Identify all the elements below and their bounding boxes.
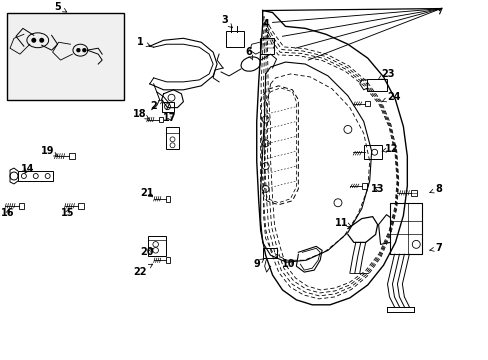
Bar [69,153,75,159]
Bar [361,183,366,189]
Text: 2: 2 [150,100,163,111]
Text: 24: 24 [382,92,400,102]
Circle shape [32,39,36,42]
Text: 3: 3 [221,15,232,28]
Bar [78,203,83,209]
Text: 15: 15 [61,208,74,218]
Text: 8: 8 [429,184,442,194]
Bar [147,237,165,256]
Text: 20: 20 [140,247,153,257]
Circle shape [77,49,80,51]
FancyBboxPatch shape [366,79,386,91]
Text: 23: 23 [377,69,393,80]
Bar [165,257,170,263]
Text: 6: 6 [245,47,252,60]
Bar [165,127,179,149]
Text: 9: 9 [253,259,264,269]
Text: 1: 1 [136,37,150,47]
Bar [158,117,163,122]
Text: 11: 11 [334,217,351,228]
Text: 7: 7 [429,243,442,253]
Text: 19: 19 [41,146,58,156]
Text: 18: 18 [133,109,149,120]
Text: 21: 21 [140,188,153,198]
Bar [18,171,53,181]
Text: 5: 5 [54,1,67,12]
Text: 13: 13 [370,184,384,194]
FancyBboxPatch shape [363,145,381,159]
Text: 4: 4 [262,19,268,33]
Text: 10: 10 [281,259,295,269]
Text: 14: 14 [21,164,35,174]
Text: 16: 16 [1,208,15,218]
Bar [262,248,276,258]
Bar [410,190,416,196]
Bar [7,13,124,100]
Bar [165,196,170,202]
Text: 22: 22 [133,264,152,277]
Circle shape [82,49,85,51]
Bar [390,203,421,254]
Circle shape [40,39,43,42]
Bar [259,38,273,54]
FancyBboxPatch shape [225,31,244,47]
Bar [364,101,369,107]
Bar [162,102,173,112]
Bar [19,203,24,209]
Text: 12: 12 [381,144,397,154]
Text: 17: 17 [163,113,176,122]
